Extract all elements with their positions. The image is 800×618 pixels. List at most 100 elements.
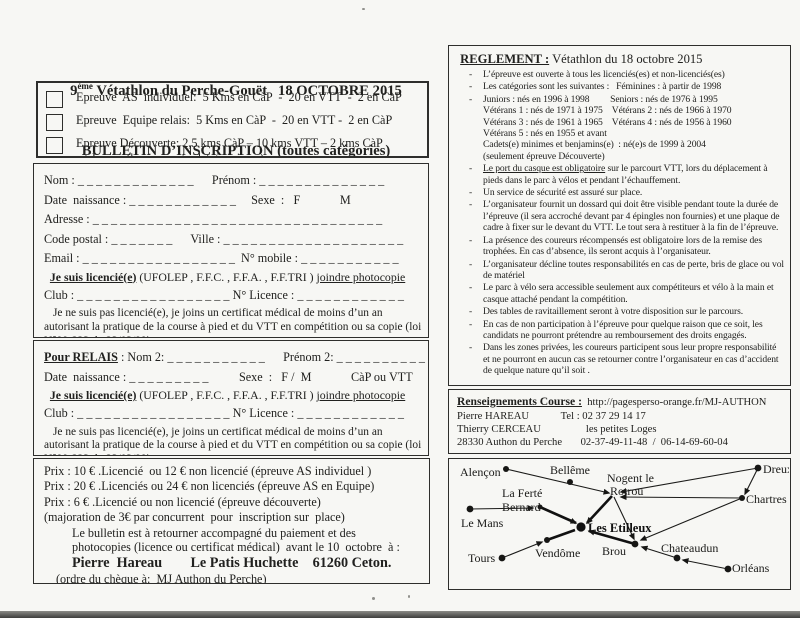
epreuve-decouverte-checkbox[interactable] — [46, 137, 63, 154]
route-laferte-etilleux — [539, 505, 578, 525]
prix-lines: Prix : 10 € .Licencié ou 12 € non licenc… — [44, 464, 375, 525]
route-chartres-nogent — [619, 494, 743, 501]
route-chartres-brou — [639, 497, 743, 541]
field-codepostal-ville: Code postal : _ _ _ _ _ _ _ Ville : _ _ … — [44, 231, 404, 246]
event-row-as-individuel: Epreuve AS individuel: 5 Kms en CàP - 20… — [46, 90, 421, 108]
form-title-line1: 9ème Vétathlon du Perche-Gouët 18 OCTOBR… — [70, 81, 402, 99]
event-row-equipe-relais: Epreuve Equipe relais: 5 Kms en CàP - 20… — [46, 113, 421, 131]
route-alencon-nogent — [505, 468, 611, 495]
map-city-dot-laferte — [537, 504, 543, 510]
field-adresse: Adresse : _ _ _ _ _ _ _ _ _ _ _ _ _ _ _ … — [44, 212, 383, 226]
map-label-dreux: Dreux — [763, 462, 789, 476]
renseignements-title: Renseignements Course : — [457, 395, 582, 408]
relais-licencie-federations: (UFOLEP , F.F.C. , F.F.A. , F.F.TRI ) — [136, 388, 317, 402]
reglement-item: - Le parc à vélo sera accessible seulemen… — [469, 282, 776, 305]
relais-joindre-photocopie-text: joindre photocopie — [316, 388, 406, 402]
epreuve-equipe-relais-label: Epreuve Equipe relais: 5 Kms en CàP - 20… — [76, 113, 393, 127]
event-row-decouverte: Epreuve Découverte: 2,5 kms CàP – 10 kms… — [46, 136, 421, 156]
relais-certificat-medical-text: Je ne suis pas licencié(e), je joins un … — [44, 425, 422, 456]
reglement-box: REGLEMENT : Vétathlon du 18 octobre 2015… — [448, 45, 791, 386]
reglement-item: - L’organisateur décline toutes responsab… — [469, 258, 787, 281]
map-label-vendome: Vendôme — [535, 546, 580, 560]
map-label-chateaudun: Chateaudun — [661, 541, 718, 555]
relais-box: Pour RELAIS : Nom 2: _ _ _ _ _ _ _ _ _ _… — [33, 340, 429, 456]
form-subtitle: BULLETIN D’INSCRIPTION (toutes catégorie… — [81, 142, 391, 159]
form-title: 9ème Vétathlon du Perche-Gouët 18 OCTOBR… — [40, 36, 432, 201]
map-label-tours: Tours — [468, 551, 495, 565]
field-club-licence: Club : _ _ _ _ _ _ _ _ _ _ _ _ _ _ _ _ _… — [44, 287, 404, 302]
map-city-dot-orleans — [724, 565, 732, 573]
relais-licencie-line: Je suis licencié(e) (UFOLEP , F.F.C. , F… — [44, 387, 422, 404]
map-label-nogent-2: Rotrou — [610, 484, 643, 498]
route-chateaudun-brou — [640, 545, 678, 559]
reglement-title: REGLEMENT : — [460, 52, 550, 66]
reglement-item: - Dans les zones privées, les coureurs pa… — [469, 342, 781, 377]
relais-nom2-blanks: : Nom 2: _ _ _ _ _ _ _ _ _ _ _ Prénom 2:… — [117, 350, 425, 364]
map-label-etilleux: Les Etilleux — [588, 521, 652, 535]
map-label-chartres: Chartres — [746, 492, 787, 506]
info-url[interactable]: http://pagesperso-orange.fr/MJ-AUTHON — [581, 397, 767, 408]
relais-title: Pour RELAIS — [44, 350, 118, 364]
map-city-dot-chartres — [739, 495, 745, 501]
route-map: Alençon Bellême Nogent le Rotrou Dreux C… — [460, 462, 789, 575]
relais-licencie-bold-text: Je suis licencié(e) — [49, 388, 137, 402]
epreuve-as-individuel-checkbox[interactable] — [46, 91, 63, 108]
map-label-alencon: Alençon — [460, 465, 501, 479]
route-nogent-etilleux — [585, 495, 613, 525]
relais-naissance-sexe: Date naissance : _ _ _ _ _ _ _ _ _ Sexe … — [44, 369, 413, 384]
reglement-item: - L’organisateur fournit un dossard qui d… — [469, 199, 782, 234]
map-city-dot-chateaudun — [673, 554, 681, 562]
reglement-item: - En cas de non participation à l’épreuve… — [469, 318, 765, 341]
certificat-medical-text: Je ne suis pas licencié(e), je joins un … — [44, 307, 422, 337]
joindre-photocopie-text: joindre photocopie — [316, 269, 406, 284]
map-city-dot-belleme — [567, 479, 573, 485]
prix-box: Prix : 10 € .Licencié ou 12 € non licenc… — [33, 458, 430, 584]
route-dreux-chartres — [744, 467, 759, 496]
scan-bottom-edge — [0, 611, 800, 618]
map-city-dot-alencon — [503, 466, 509, 472]
map-city-dot-vendome — [544, 537, 550, 543]
reglement-item: - L’épreuve est ouverte à tous les licenc… — [469, 69, 725, 80]
licencie-line: Je suis licencié(e) (UFOLEP , F.F.C. , F… — [44, 269, 422, 286]
licencie-bold-text: Je suis licencié(e) — [49, 269, 137, 284]
route-vendome-etilleux — [546, 528, 576, 542]
map-label-laferte-2: Bernard — [502, 500, 541, 514]
reglement-item: - Un service de sécurité est assuré sur p… — [469, 187, 643, 199]
map-city-dot-etilleux — [576, 522, 586, 532]
event-options-box: Epreuve AS individuel: 5 Kms en CàP - 20… — [36, 81, 429, 158]
route-brou-etilleux — [587, 529, 636, 546]
route-nogent-brou — [613, 496, 635, 541]
map-city-dot-lemans — [466, 505, 474, 513]
reglement-item: - Des tables de ravitaillement seront à v… — [469, 306, 744, 318]
contact-address-line: Pierre Hareau Le Patis Huchette 61260 Ce… — [72, 554, 392, 571]
reglement-item: - Les catégories sont les suivantes : Fém… — [469, 81, 722, 93]
reglement-item-categories: - Juniors : nés en 1996 à 1998 Seniors : … — [469, 93, 732, 162]
scan-speck — [408, 595, 410, 598]
route-lemans-laferte — [469, 505, 535, 512]
cheque-order-line: (ordre du chèque à: MJ Authon du Perche) — [56, 572, 267, 584]
field-email-mobile: Email : _ _ _ _ _ _ _ _ _ _ _ _ _ _ _ _ … — [44, 251, 399, 265]
retour-line1: Le bulletin est à retourner accompagné d… — [72, 525, 356, 540]
relais-nom-prenom-line: Pour RELAIS : Nom 2: _ _ _ _ _ _ _ _ _ _… — [44, 348, 425, 368]
epreuve-equipe-relais-checkbox[interactable] — [46, 114, 63, 131]
epreuve-as-individuel-label: Epreuve AS individuel: 5 Kms en CàP - 20… — [76, 90, 402, 104]
field-nom-prenom: Nom : _ _ _ _ _ _ _ _ _ _ _ _ _ Prénom :… — [44, 173, 385, 187]
renseignements-contacts: Pierre HAREAU Tel : 02 37 29 14 17 Thier… — [457, 411, 728, 448]
route-dreux-nogent — [619, 467, 759, 495]
map-label-nogent-1: Nogent le — [607, 471, 654, 485]
map-label-lemans: Le Mans — [461, 516, 504, 530]
relais-club-licence: Club : _ _ _ _ _ _ _ _ _ _ _ _ _ _ _ _ _… — [44, 406, 404, 420]
map-label-brou: Brou — [602, 544, 626, 558]
map-label-belleme: Bellême — [550, 463, 590, 477]
reglement-title-rest: Vétathlon du 18 octobre 2015 — [549, 52, 703, 66]
scan-speck — [362, 8, 365, 10]
map-city-dot-tours — [498, 554, 506, 562]
reglement-item-casque: - Le port du casque est obligatoire sur l… — [469, 163, 770, 186]
field-naissance-sexe: Date naissance : _ _ _ _ _ _ _ _ _ _ _ _… — [44, 192, 351, 207]
route-tours-vendome — [501, 541, 544, 559]
reglement-item: - La présence des coureurs récompensés es… — [469, 234, 765, 258]
retour-line2: photocopies (licence ou certificat médic… — [72, 540, 400, 555]
map-city-dot-brou — [631, 540, 639, 548]
renseignements-title-line: Renseignements Course : http://pagespers… — [457, 394, 784, 410]
